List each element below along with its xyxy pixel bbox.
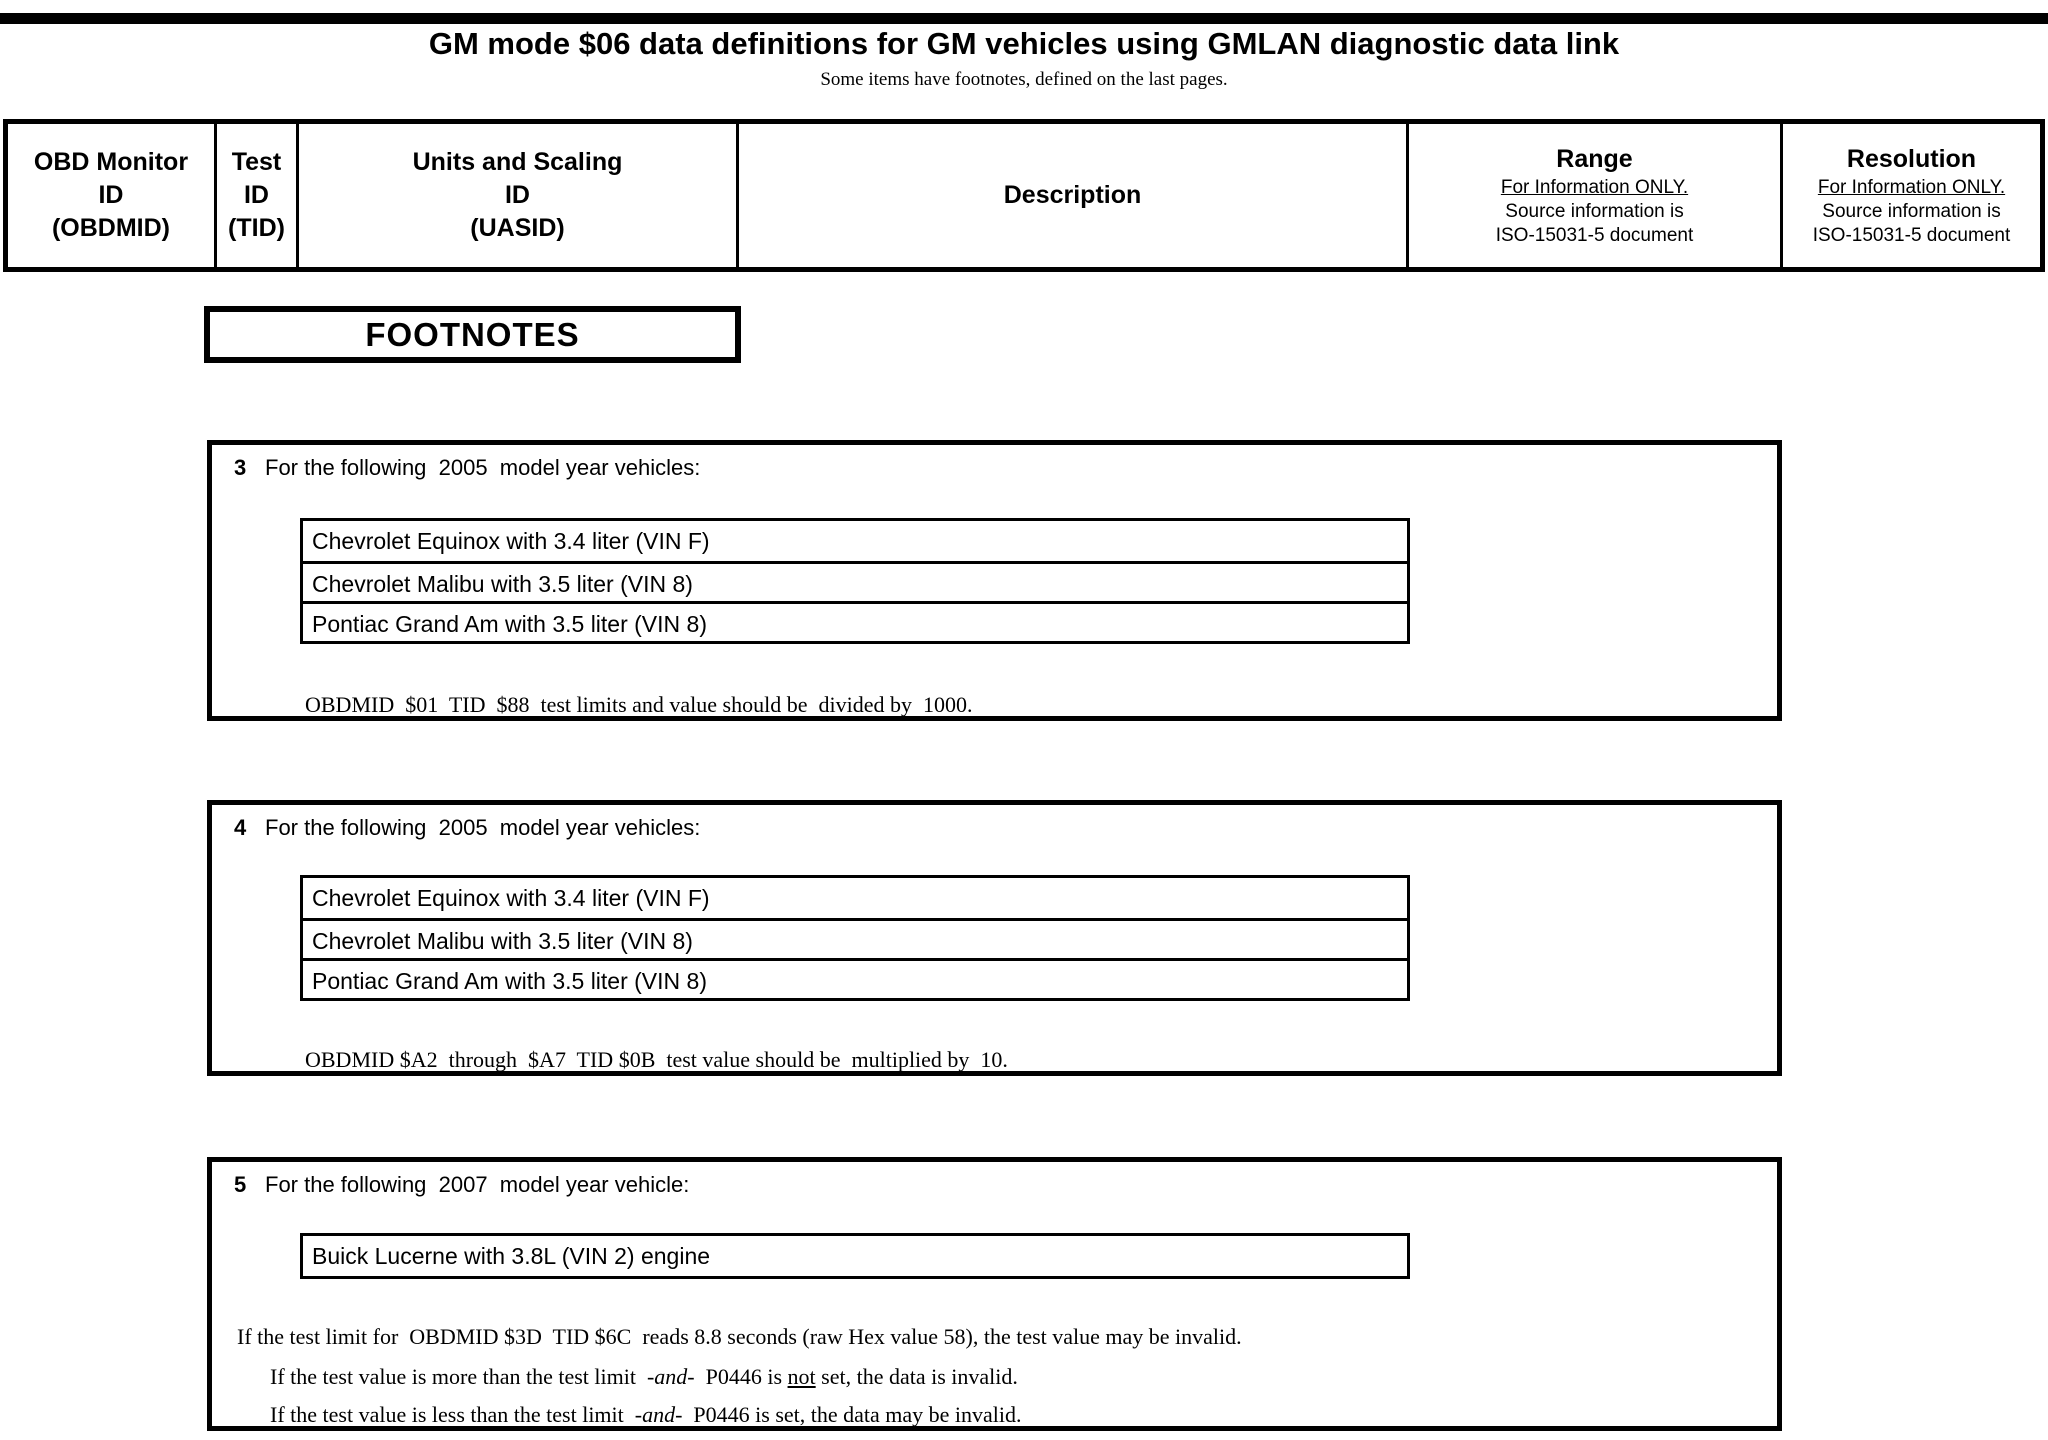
note-2-text: P0446 is: [694, 1364, 788, 1389]
footnote-3-heading: For the following 2005 model year vehicl…: [265, 455, 701, 480]
vehicle-row: Pontiac Grand Am with 3.5 liter (VIN 8): [303, 601, 1407, 641]
resolution-title: Resolution: [1846, 145, 1977, 173]
footnote-4-box: 4 For the following 2005 model year vehi…: [207, 800, 1782, 1076]
footnote-5-vehicle-table: Buick Lucerne with 3.8L (VIN 2) engine: [300, 1233, 1410, 1279]
resolution-doc-line: ISO-15031-5 document: [1812, 225, 2011, 246]
note-2-not: not: [787, 1364, 816, 1389]
footnote-4-number: 4: [234, 815, 247, 840]
note-3-and: -and-: [634, 1402, 683, 1427]
footnote-3-number: 3: [234, 455, 247, 480]
footnote-4-vehicle-table: Chevrolet Equinox with 3.4 liter (VIN F)…: [300, 875, 1410, 1001]
note-2-and: -and-: [646, 1364, 695, 1389]
footnote-3-note: OBDMID $01 TID $88 test limits and value…: [305, 692, 973, 717]
footnote-3-box: 3 For the following 2005 model year vehi…: [207, 440, 1782, 721]
vehicle-row: Buick Lucerne with 3.8L (VIN 2) engine: [312, 1243, 711, 1269]
vehicle-row: Chevrolet Equinox with 3.4 liter (VIN F): [312, 885, 710, 911]
footnote-5-number: 5: [234, 1172, 247, 1197]
vehicle-row: Chevrolet Malibu with 3.5 liter (VIN 8): [303, 561, 1407, 601]
range-doc-line: ISO-15031-5 document: [1495, 225, 1694, 246]
header-col-obdmid: OBD Monitor ID (OBDMID): [8, 124, 217, 267]
header-col-resolution: Resolution For Information ONLY. Source …: [1783, 124, 2040, 267]
footnote-4-heading: For the following 2005 model year vehicl…: [265, 815, 701, 840]
header-col-range: Range For Information ONLY. Source infor…: [1409, 124, 1783, 267]
range-source-line: Source information is: [1505, 201, 1684, 222]
header-col-uasid: Units and Scaling ID (UASID): [299, 124, 739, 267]
footnote-5-note-3: If the test value is less than the test …: [270, 1402, 1022, 1428]
header-col-uasid-label: Units and Scaling ID (UASID): [412, 148, 623, 242]
footnote-5-box: 5 For the following 2007 model year vehi…: [207, 1157, 1782, 1431]
range-title: Range: [1556, 145, 1633, 173]
footnote-5-note-1: If the test limit for OBDMID $3D TID $6C…: [237, 1324, 1242, 1349]
header-col-tid-label: Test ID (TID): [228, 148, 285, 242]
header-col-tid: Test ID (TID): [217, 124, 299, 267]
note-3-text: If the test value is less than the test …: [270, 1402, 635, 1427]
footnote-5-heading: For the following 2007 model year vehicl…: [265, 1172, 690, 1197]
footnote-3-vehicle-table: Chevrolet Equinox with 3.4 liter (VIN F)…: [300, 518, 1410, 644]
page-title: GM mode $06 data definitions for GM vehi…: [428, 26, 1620, 61]
footnotes-label: FOOTNOTES: [365, 315, 580, 353]
range-info-line: For Information ONLY.: [1500, 177, 1689, 198]
note-2-text: If the test value is more than the test …: [270, 1364, 647, 1389]
definitions-header-table: OBD Monitor ID (OBDMID) Test ID (TID) Un…: [3, 119, 2045, 272]
page-subtitle: Some items have footnotes, defined on th…: [820, 69, 1228, 90]
vehicle-row: Pontiac Grand Am with 3.5 liter (VIN 8): [303, 958, 1407, 998]
header-col-description: Description: [739, 124, 1409, 267]
footnote-4-note: OBDMID $A2 through $A7 TID $0B test valu…: [305, 1047, 1008, 1072]
footnotes-label-box: FOOTNOTES: [204, 306, 741, 363]
resolution-info-line: For Information ONLY.: [1817, 177, 2006, 198]
vehicle-row: Chevrolet Equinox with 3.4 liter (VIN F): [312, 528, 710, 554]
resolution-source-line: Source information is: [1822, 201, 2001, 222]
top-rule: [0, 13, 2048, 24]
note-2-text: set, the data is invalid.: [815, 1364, 1018, 1389]
footnote-5-note-2: If the test value is more than the test …: [270, 1364, 1018, 1390]
vehicle-row: Chevrolet Malibu with 3.5 liter (VIN 8): [303, 918, 1407, 958]
note-3-text: P0446 is set, the data may be invalid.: [682, 1402, 1022, 1427]
header-col-obdmid-label: OBD Monitor ID (OBDMID): [33, 148, 189, 242]
header-col-description-label: Description: [1003, 181, 1142, 209]
